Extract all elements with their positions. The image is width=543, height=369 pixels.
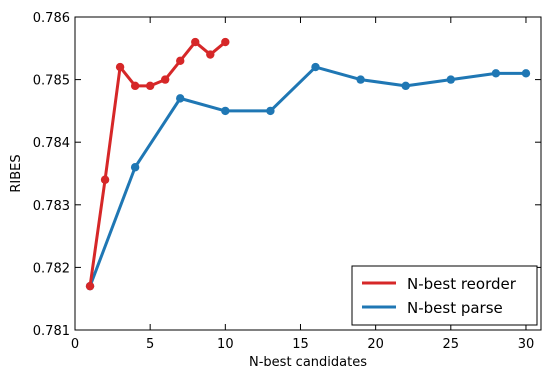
data-point bbox=[160, 75, 170, 84]
x-tick-label: 20 bbox=[367, 337, 384, 352]
x-axis-label: N-best candidates bbox=[249, 355, 367, 369]
data-point bbox=[130, 81, 140, 91]
data-point bbox=[491, 69, 501, 78]
y-axis-label: RIBES bbox=[9, 154, 24, 192]
y-tick-label: 0.786 bbox=[33, 11, 70, 26]
data-point bbox=[115, 62, 125, 72]
series-line bbox=[88, 65, 526, 287]
y-tick-label: 0.781 bbox=[33, 324, 70, 339]
x-tick-label: 15 bbox=[292, 337, 309, 352]
data-point bbox=[221, 106, 230, 116]
data-point bbox=[446, 75, 456, 84]
data-point bbox=[206, 50, 215, 59]
data-point bbox=[311, 62, 320, 72]
legend: N-best reorder N-best parse bbox=[351, 265, 538, 326]
data-point bbox=[221, 37, 230, 47]
plot-frame bbox=[74, 16, 542, 331]
data-point bbox=[521, 69, 531, 78]
y-tick-label: 0.785 bbox=[33, 74, 70, 89]
series-line bbox=[88, 40, 227, 287]
y-tick-label: 0.782 bbox=[33, 261, 70, 276]
x-tick-label: 0 bbox=[71, 337, 79, 352]
x-tick-label: 25 bbox=[443, 337, 460, 352]
data-point bbox=[401, 81, 410, 91]
data-point bbox=[176, 56, 185, 66]
data-point bbox=[176, 94, 185, 103]
legend-label: N-best reorder bbox=[407, 275, 517, 293]
data-point bbox=[145, 81, 155, 91]
series-layer bbox=[85, 37, 531, 291]
data-point bbox=[266, 106, 275, 116]
legend-box bbox=[351, 265, 538, 326]
legend-label: N-best parse bbox=[407, 299, 503, 317]
x-tick-label: 30 bbox=[518, 337, 535, 352]
data-point bbox=[100, 175, 110, 184]
ticks-layer: 0 5 10 15 20 25 30 0.781 0.782 0.783 0.784 0.785 0.7… bbox=[33, 11, 541, 352]
data-point bbox=[191, 37, 200, 47]
y-tick-label: 0.784 bbox=[33, 136, 70, 151]
x-tick-label: 5 bbox=[146, 337, 154, 352]
data-point bbox=[85, 281, 95, 291]
x-tick-label: 10 bbox=[217, 337, 234, 352]
data-point bbox=[130, 163, 140, 172]
y-tick-label: 0.783 bbox=[33, 199, 70, 214]
data-point bbox=[356, 75, 365, 84]
